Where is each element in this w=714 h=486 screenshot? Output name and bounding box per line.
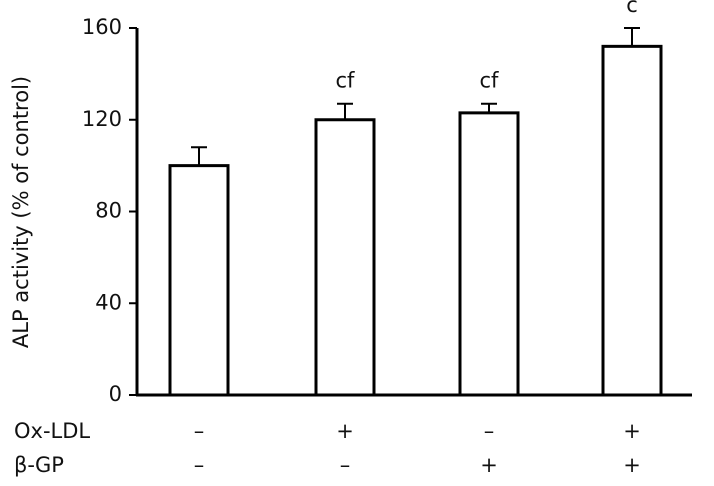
bar	[168, 164, 230, 397]
condition-sign: –	[340, 453, 351, 477]
condition-sign: +	[336, 419, 354, 443]
error-bar	[481, 102, 497, 113]
annotation: c	[626, 0, 638, 17]
condition-sign: +	[623, 453, 641, 477]
bar	[314, 118, 376, 397]
y-tick-label: 40	[95, 290, 122, 314]
error-bar	[337, 102, 353, 120]
y-tick-label: 0	[109, 382, 122, 406]
condition-sign: +	[480, 453, 498, 477]
bar	[458, 111, 520, 397]
condition-sign: +	[623, 419, 641, 443]
condition-sign: –	[194, 419, 205, 443]
condition-sign: –	[194, 453, 205, 477]
condition-label: Ox-LDL	[14, 419, 90, 443]
y-axis-label: ALP activity (% of control)	[9, 76, 33, 348]
annotation: cf	[336, 69, 356, 93]
y-tick-label: 120	[82, 107, 122, 131]
annotation: cf	[480, 69, 500, 93]
condition-sign: –	[484, 419, 495, 443]
y-tick-label: 160	[82, 15, 122, 39]
condition-label: β-GP	[14, 453, 64, 477]
error-bar	[624, 27, 640, 47]
error-bar	[191, 146, 207, 166]
y-tick-label: 80	[95, 199, 122, 223]
bar	[601, 44, 663, 397]
